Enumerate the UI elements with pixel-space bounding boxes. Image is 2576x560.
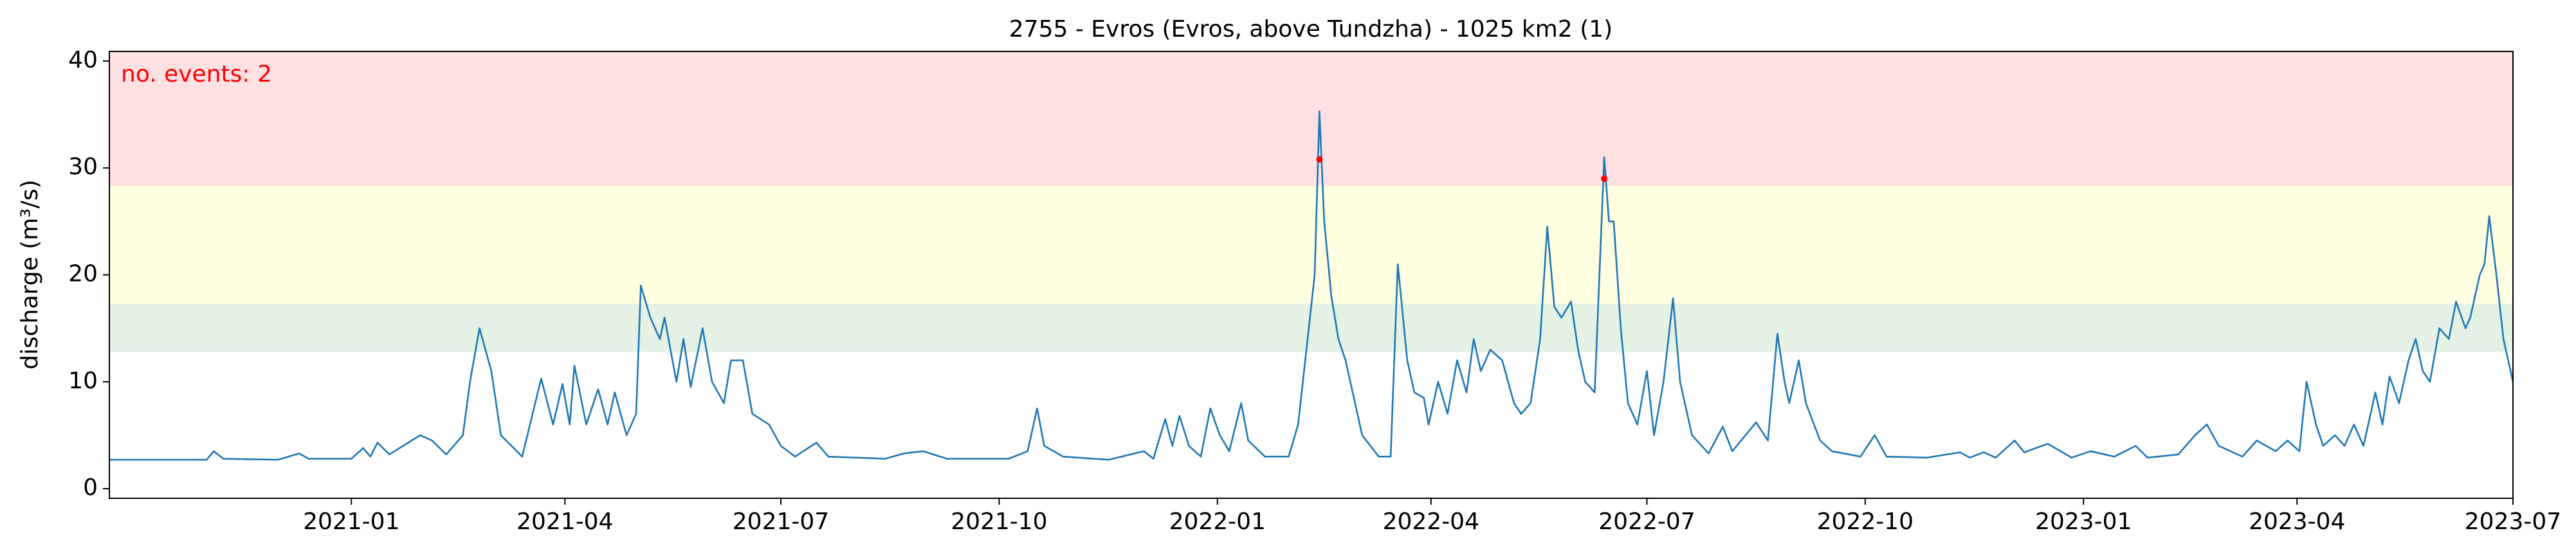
x-tick-label: 2022-07 bbox=[1598, 509, 1695, 535]
y-tick-label: 30 bbox=[68, 154, 98, 180]
x-tick-label: 2022-04 bbox=[1383, 509, 1479, 535]
y-tick-label: 20 bbox=[68, 261, 98, 287]
event-marker bbox=[1601, 175, 1608, 182]
x-tick-label: 2023-07 bbox=[2465, 509, 2561, 535]
x-tick-label: 2021-07 bbox=[733, 509, 829, 535]
x-tick-label: 2022-01 bbox=[1169, 509, 1266, 535]
x-tick-label: 2021-04 bbox=[516, 509, 613, 535]
y-tick-label: 0 bbox=[83, 474, 98, 501]
discharge-line bbox=[109, 110, 2513, 461]
x-tick-label: 2022-10 bbox=[1817, 509, 1914, 535]
threshold-band bbox=[109, 186, 2513, 304]
chart-title: 2755 - Evros (Evros, above Tundzha) - 10… bbox=[1009, 16, 1612, 42]
y-tick-label: 40 bbox=[68, 47, 98, 73]
x-tick-label: 2021-10 bbox=[951, 509, 1047, 535]
x-tick-label: 2023-04 bbox=[2249, 509, 2345, 535]
plot-area bbox=[109, 51, 2513, 461]
event-count: no. events: 2 bbox=[121, 61, 272, 87]
y-axis-label: discharge (m³/s) bbox=[17, 179, 43, 369]
event-marker bbox=[1316, 156, 1323, 163]
y-tick-label: 10 bbox=[68, 368, 98, 394]
x-tick-label: 2021-01 bbox=[303, 509, 399, 535]
threshold-band bbox=[109, 51, 2513, 186]
x-tick-label: 2023-01 bbox=[2035, 509, 2132, 535]
